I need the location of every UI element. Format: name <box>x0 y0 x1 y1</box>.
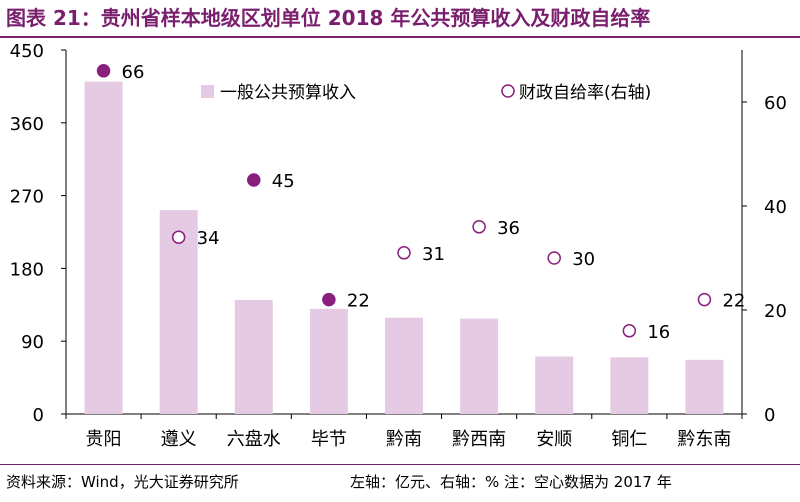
ratio-data-label: 31 <box>422 244 445 265</box>
ratio-data-label: 34 <box>197 228 220 249</box>
left-tick-label: 90 <box>21 332 44 353</box>
ratio-point-2017 <box>472 220 486 234</box>
revenue-bar <box>610 357 649 414</box>
source-note: 资料来源：Wind，光大证券研究所 <box>6 473 239 491</box>
ratio-point-2017 <box>547 251 561 265</box>
chart-title: 图表 21：贵州省样本地级区划单位 2018 年公共预算收入及财政自给率 <box>6 6 651 30</box>
category-label: 黔南 <box>386 429 422 450</box>
axis-note: 左轴：亿元、右轴：% 注：空心数据为 2017 年 <box>350 473 672 491</box>
ratio-point-2017 <box>622 324 637 338</box>
category-label: 毕节 <box>311 429 347 450</box>
category-label: 六盘水 <box>227 429 281 450</box>
right-tick-label: 60 <box>764 93 787 114</box>
ratio-data-label: 16 <box>647 322 670 343</box>
category-label: 贵阳 <box>86 429 122 450</box>
combo-chart: 0 90 180 270 360 450 0 20 40 60 贵阳 遵义 六盘水 毕节 黔南 黔西南 安顺 铜仁… <box>10 41 787 450</box>
revenue-bar <box>685 359 724 414</box>
left-tick-label: 270 <box>10 187 44 208</box>
right-tick-label: 20 <box>764 301 787 322</box>
category-label: 安顺 <box>536 429 572 450</box>
chart-legend: 一般公共预算收入 财政自给率(右轴) <box>201 83 651 103</box>
bar-series <box>84 81 724 414</box>
revenue-bar <box>535 356 574 414</box>
ratio-point-2018 <box>96 64 111 78</box>
ratio-point-2018 <box>322 292 336 307</box>
legend-bar-swatch <box>201 85 214 98</box>
left-tick-label: 0 <box>33 405 44 426</box>
category-label: 黔西南 <box>452 429 506 450</box>
title-divider <box>0 36 800 38</box>
ratio-point-2017 <box>397 246 411 260</box>
legend-point-label: 财政自给率(右轴) <box>519 83 651 103</box>
left-tick-label: 180 <box>10 259 44 280</box>
ratio-point-2017 <box>171 230 186 244</box>
revenue-bar <box>159 210 198 414</box>
category-label: 铜仁 <box>611 429 647 450</box>
footer: 资料来源：Wind，光大证券研究所 左轴：亿元、右轴：% 注：空心数据为 201… <box>6 469 786 495</box>
point-series: 66 34 45 22 31 36 30 16 22 <box>96 62 745 343</box>
ratio-data-label: 22 <box>722 291 745 312</box>
category-label: 遵义 <box>161 429 197 450</box>
ratio-point-2018 <box>247 173 261 187</box>
footer-divider <box>0 464 800 465</box>
ratio-data-label: 36 <box>497 218 520 239</box>
ratio-data-label: 45 <box>272 171 295 192</box>
left-tick-label: 450 <box>10 41 44 62</box>
legend-bar-label: 一般公共预算收入 <box>220 83 356 103</box>
category-label: 黔东南 <box>677 429 731 450</box>
legend-point-swatch <box>501 84 515 98</box>
revenue-bar <box>309 308 348 414</box>
revenue-bar <box>84 81 123 414</box>
right-tick-label: 40 <box>764 197 787 218</box>
ratio-data-label: 30 <box>572 249 595 270</box>
left-tick-label: 360 <box>10 114 44 135</box>
ratio-data-label: 22 <box>347 291 370 312</box>
revenue-bar <box>385 317 423 414</box>
revenue-bar <box>234 299 273 414</box>
chart-axes: 0 90 180 270 360 450 0 20 40 60 贵阳 遵义 六盘水 毕节 黔南 黔西南 安顺 铜仁… <box>10 41 787 450</box>
right-tick-label: 0 <box>764 405 775 426</box>
ratio-point-2017 <box>697 292 712 307</box>
revenue-bar <box>460 318 499 414</box>
ratio-data-label: 66 <box>122 62 145 83</box>
